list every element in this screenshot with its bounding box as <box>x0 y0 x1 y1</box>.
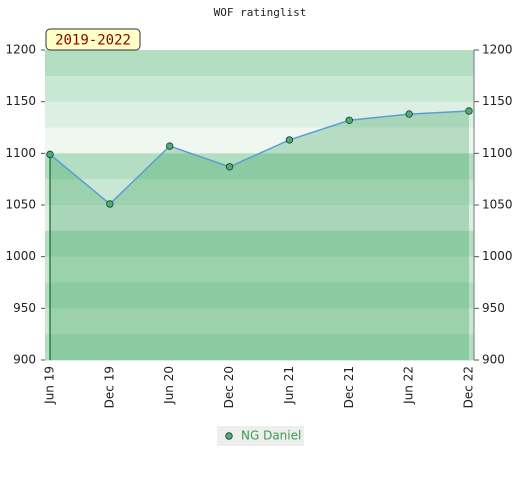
background-stripe <box>45 308 474 335</box>
x-tick-label: Dec 20 <box>222 366 236 408</box>
area-fill <box>50 110 469 360</box>
annotation-text: 2019-2022 <box>55 33 131 49</box>
x-tick-label: Dec 21 <box>342 366 356 408</box>
background-stripe <box>45 127 474 154</box>
series-line <box>49 110 470 205</box>
x-tick-label: Jun 20 <box>162 366 176 405</box>
legend-label: NG Daniel <box>241 429 301 443</box>
background-stripe <box>45 230 474 258</box>
background-stripe <box>45 75 474 103</box>
background-stripe <box>45 179 474 206</box>
background-stripe <box>45 153 474 180</box>
background-stripe <box>45 205 474 232</box>
data-point <box>465 107 473 115</box>
background-stripe <box>45 334 474 361</box>
legend-box <box>217 426 304 446</box>
data-point <box>106 200 114 208</box>
x-tick-label: Dec 19 <box>102 366 116 408</box>
y2-tick-label: 1200 <box>482 43 513 57</box>
y-tick-label: 950 <box>13 301 36 315</box>
y-tick-label: 1100 <box>5 146 36 160</box>
y2-tick-label: 1050 <box>482 198 513 212</box>
y-tick-label: 1050 <box>5 198 36 212</box>
x-tick-label: Jun 21 <box>282 366 296 405</box>
y-tick-label: 1150 <box>5 94 36 108</box>
annotation: 2019-2022 <box>45 28 141 51</box>
y2-tick-label: 950 <box>482 301 505 315</box>
data-point <box>46 150 54 159</box>
data-point <box>405 110 413 118</box>
chart-title: WOF ratinglist <box>214 6 307 19</box>
annotation-box <box>45 28 141 51</box>
x-tick-label: Jun 19 <box>43 366 57 405</box>
y-tick-label: 1200 <box>5 43 36 57</box>
data-point <box>225 163 234 171</box>
y2-tick-label: 1000 <box>482 249 513 263</box>
background-stripe <box>45 256 474 283</box>
data-point <box>345 116 353 124</box>
legend-marker <box>225 432 233 440</box>
x-tick-label: Dec 22 <box>462 366 476 408</box>
y-tick-label: 1000 <box>5 249 36 263</box>
y2-tick-label: 1100 <box>482 146 513 160</box>
background-stripe <box>45 50 474 77</box>
data-point <box>166 142 174 150</box>
y2-tick-label: 1150 <box>482 94 513 108</box>
data-point <box>285 136 294 144</box>
y2-tick-label: 900 <box>482 353 505 367</box>
background-stripe <box>45 282 474 309</box>
y-tick-label: 900 <box>13 353 36 367</box>
x-tick-label: Jun 22 <box>402 366 416 405</box>
